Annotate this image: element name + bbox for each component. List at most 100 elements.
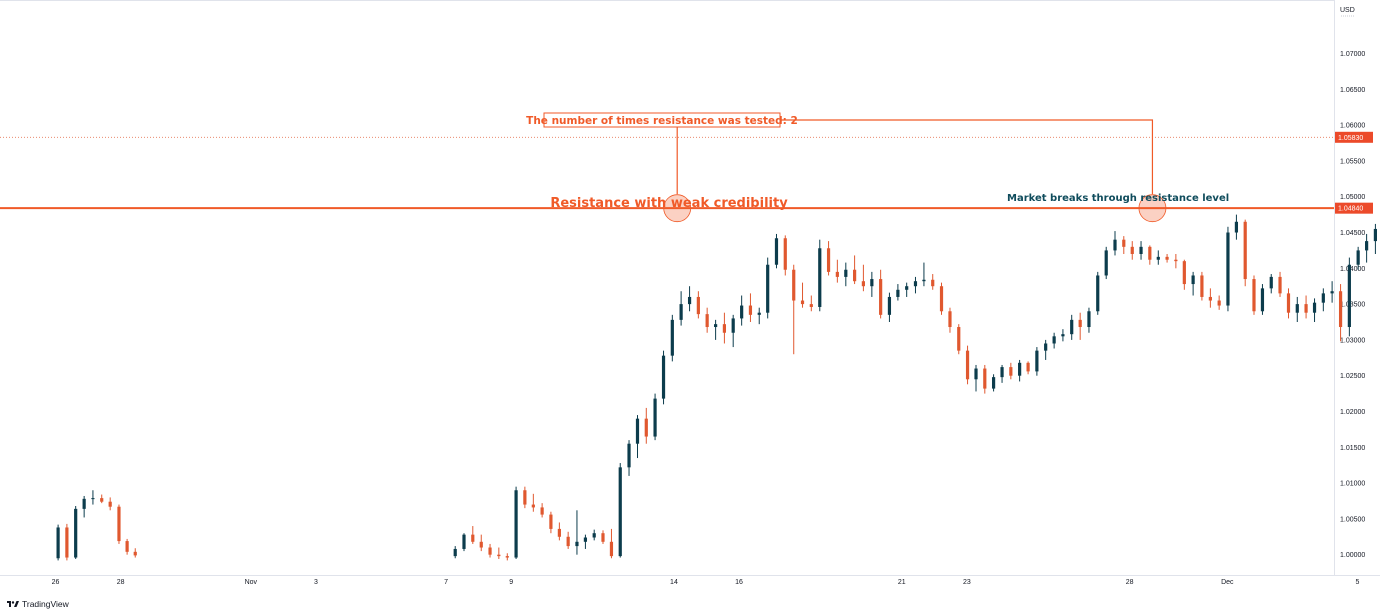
candle [471,526,475,544]
candle-body [853,269,857,282]
candle-body [523,490,527,505]
candle-body [618,467,622,557]
candle-body [125,541,129,552]
candle-body [974,368,978,380]
x-tick-label: 5 [1356,579,1360,586]
candle [117,504,121,544]
candle-body [835,271,839,277]
candle [835,259,839,283]
candle [1139,241,1143,260]
candle-body [479,541,483,548]
candle-body [82,498,86,509]
resistance-touch-markers [663,194,1167,223]
candle [1035,347,1039,376]
candle-body [1200,275,1204,297]
candle [731,314,735,348]
candle [1052,332,1056,349]
candle [983,364,987,394]
candle [601,530,605,544]
candle-body [108,501,112,507]
candle-body [1226,232,1230,306]
y-tick-label: 1.05000 [1340,194,1365,201]
tradingview-logo[interactable]: TradingView [7,599,70,609]
candle-body [601,533,605,542]
candle-body [100,498,104,502]
candle-body [1104,250,1108,276]
candle [939,282,944,315]
tradingview-logo-icon [7,601,19,607]
candle [1269,274,1273,294]
candle [766,257,770,319]
y-tick-label: 1.04000 [1340,266,1365,273]
candle [887,292,892,323]
candle [800,282,805,308]
candle-body [991,377,996,389]
candlestick-series [56,214,1378,561]
candle [879,269,883,319]
candle-body [1252,279,1256,312]
x-tick-label: 26 [52,579,60,586]
breakout-label[interactable]: Market breaks through resistance level [1007,193,1229,204]
candle [1356,246,1360,270]
candle-body [1321,293,1325,303]
candle [757,307,761,325]
candle [1200,271,1204,301]
candle [1347,257,1351,337]
candle [557,522,561,541]
candle-body [497,554,501,557]
candle-body [1044,343,1048,351]
candle-body [1234,221,1239,233]
candle [1174,253,1178,269]
candle-body [635,418,640,444]
candle [1260,284,1265,315]
candle [653,393,657,441]
candle [1295,296,1299,323]
candle [1226,226,1230,312]
candle [991,374,996,392]
candle-body [687,296,692,305]
candle [1026,361,1030,375]
candle-body [1018,362,1022,376]
candle [670,314,674,362]
candle [809,295,813,312]
candle-body [1260,288,1265,312]
candle-body [1078,319,1082,328]
x-tick-label: 7 [444,579,448,586]
candle-body [800,300,805,305]
candle-body [56,527,60,559]
y-tick-label: 1.07000 [1340,51,1365,58]
candle-body [1286,293,1291,313]
candle-body [1139,246,1143,254]
candle-body [575,541,579,547]
candle-body [740,305,744,319]
candle-body [905,286,909,290]
y-tick-label: 1.04500 [1340,230,1365,237]
candle [540,503,544,518]
candle [609,528,614,559]
candle-body [1208,296,1212,301]
x-tick-label: 28 [1126,579,1134,586]
candle [1365,233,1369,263]
candle [65,523,69,561]
candle [818,239,822,312]
candle [133,548,137,558]
candle [722,312,727,344]
touch-circle [663,194,692,223]
candle-body [1156,256,1160,260]
candle-body [661,355,666,399]
y-tick-label: 1.00000 [1340,552,1365,559]
candle-body [462,534,466,549]
candle [896,284,900,301]
candle-body [1070,319,1074,335]
candle [1148,245,1152,265]
resistance-label[interactable]: Resistance with weak credibility [550,196,788,211]
candle [965,345,970,385]
test-count-bracket[interactable]: The number of times resistance was teste… [526,112,1154,195]
candle [618,463,622,558]
y-tick-label: 1.01000 [1340,481,1365,488]
candle-body [722,324,727,333]
candle-body [453,548,457,557]
candle [1070,314,1074,340]
candle-body [1217,300,1221,306]
candle [1286,288,1291,319]
